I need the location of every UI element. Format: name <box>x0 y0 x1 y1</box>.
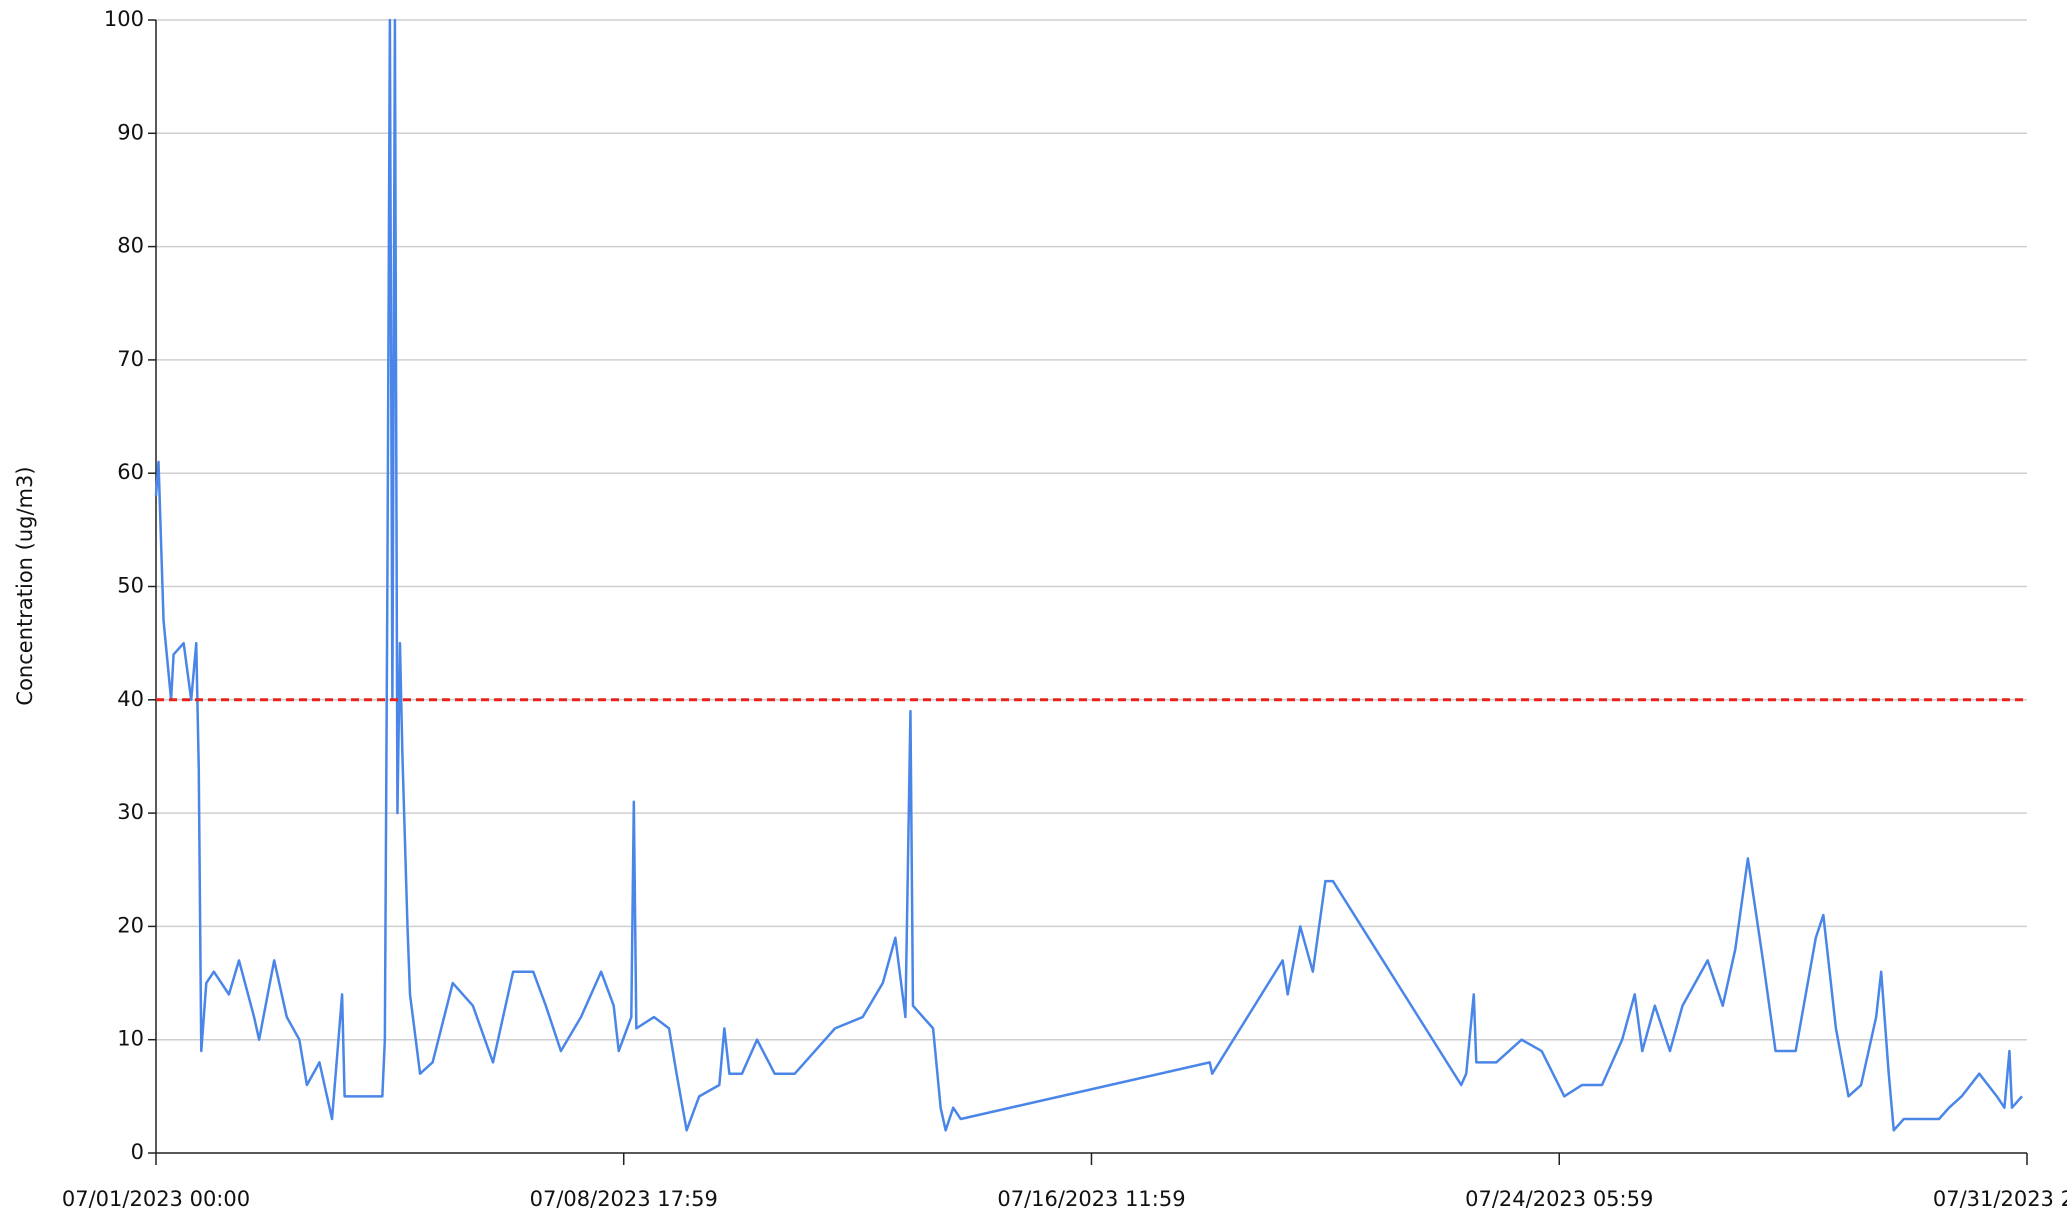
y-tick-label: 40 <box>117 687 144 711</box>
y-tick-label: 30 <box>117 800 144 824</box>
y-tick-label: 100 <box>104 7 144 31</box>
y-tick-label: 60 <box>117 460 144 484</box>
y-tick-label: 0 <box>131 1140 144 1164</box>
y-tick-label: 10 <box>117 1027 144 1051</box>
y-tick-label: 20 <box>117 913 144 937</box>
y-tick-label: 70 <box>117 347 144 371</box>
x-tick-label: 07/24/2023 05:59 <box>1465 1187 1653 1211</box>
y-axis-title: Concentration (ug/m3) <box>13 466 37 705</box>
data-line <box>154 18 2023 1132</box>
y-tick-label: 50 <box>117 574 144 598</box>
x-tick-label: 07/16/2023 11:59 <box>997 1187 1185 1211</box>
y-tick-label: 80 <box>117 234 144 258</box>
x-tick-label: 07/31/2023 23:59 <box>1933 1187 2067 1211</box>
y-tick-label: 90 <box>117 120 144 144</box>
x-tick-label: 07/01/2023 00:00 <box>62 1187 250 1211</box>
x-tick-label: 07/08/2023 17:59 <box>530 1187 718 1211</box>
